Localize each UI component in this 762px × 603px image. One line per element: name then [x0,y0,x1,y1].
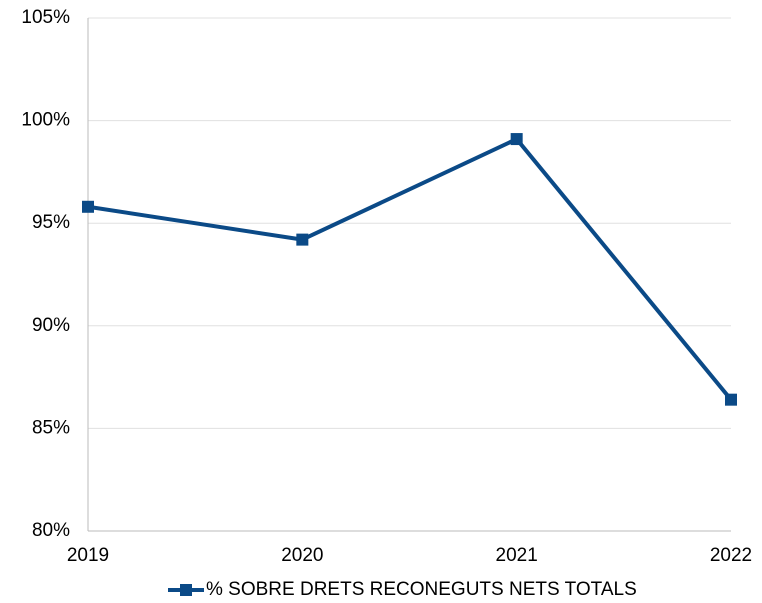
x-tick-label: 2022 [710,545,752,566]
x-tick-label: 2021 [496,545,538,566]
y-tick-label: 80% [32,520,70,541]
y-tick-label: 85% [32,417,70,438]
point-marker [725,393,737,406]
point-marker [296,233,309,246]
point-marker [82,200,94,213]
y-tick-label: 90% [32,315,70,336]
x-tick-label: 2019 [67,545,109,566]
legend-label: % SOBRE DRETS RECONEGUTS NETS TOTALS [206,579,637,600]
legend-marker [180,584,192,596]
y-tick-label: 100% [21,110,70,131]
y-tick-label: 95% [32,212,70,233]
y-tick-label: 105% [21,7,70,28]
x-tick-label: 2020 [281,545,323,566]
series-line [87,137,733,401]
point-marker [510,133,523,146]
